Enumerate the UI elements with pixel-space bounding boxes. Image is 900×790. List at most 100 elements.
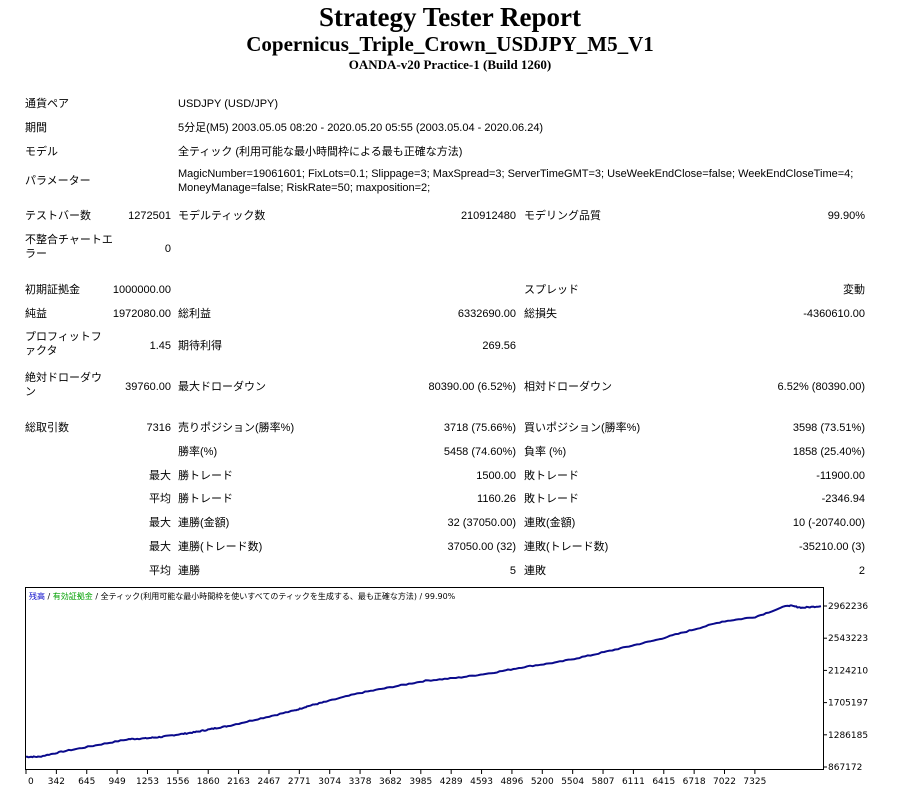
legend-separator-2: / (95, 592, 100, 601)
largest-win-value: 1500.00 (476, 470, 516, 482)
x-tick-label: 4593 (470, 777, 493, 787)
average-consecutive-wins-label: 連勝 (178, 565, 200, 577)
mismatch-label: 不整合チャートエラー (25, 234, 113, 260)
x-tick-label: 6111 (622, 777, 645, 787)
gross-loss-value: -4360610.00 (803, 308, 865, 320)
x-tick-label: 949 (109, 777, 126, 787)
profit-factor-value: 1.45 (149, 340, 171, 352)
max-consecutive-wins-value: 32 (37050.00) (447, 517, 517, 529)
largest-win-label: 勝トレード (178, 470, 233, 482)
report-subtitle: Copernicus_Triple_Crown_USDJPY_M5_V1 (246, 32, 654, 56)
max-consecutive-prefix: 最大 (149, 517, 171, 529)
loss-rate-value: 1858 (25.40%) (792, 446, 865, 458)
spread-label: スプレッド (524, 284, 579, 296)
symbol-value: USDJPY (USD/JPY) (178, 98, 279, 110)
mismatch-value: 0 (164, 243, 171, 255)
balance-chart: 残高 / 有効証拠金 / 全ティック(利用可能な最小時間枠を使いすべてのティック… (25, 587, 868, 787)
balance-line (25, 604, 822, 759)
legend-equity: 有効証拠金 (53, 591, 93, 601)
y-tick-label: 867172 (828, 763, 862, 773)
max-consecutive-profit-label: 連勝(トレード数) (178, 541, 263, 553)
x-tick-label: 4896 (500, 777, 523, 787)
x-tick-label: 5807 (592, 777, 615, 787)
y-tick-label: 2124210 (828, 666, 868, 676)
report-title: Strategy Tester Report (319, 2, 581, 32)
x-tick-label: 5200 (531, 777, 554, 787)
ticks-label: モデルティック数 (178, 210, 266, 222)
average-prefix: 平均 (149, 493, 171, 505)
max-consecutive-loss-label: 連敗(トレード数) (524, 541, 609, 553)
maximal-drawdown-value: 80390.00 (6.52%) (428, 381, 516, 393)
x-tick-label: 3378 (349, 777, 372, 787)
gross-profit-value: 6332690.00 (457, 308, 516, 320)
profit-factor-label: プロフィットファクタ (25, 331, 102, 357)
x-tick-label: 2467 (258, 777, 281, 787)
quality-label: モデリング品質 (524, 210, 601, 222)
loss-rate-label: 負率 (%) (524, 446, 567, 458)
long-positions-value: 3598 (73.51%) (792, 422, 865, 434)
absolute-drawdown-value: 39760.00 (125, 381, 171, 393)
x-tick-label: 0 (28, 777, 34, 787)
quality-value: 99.90% (827, 210, 865, 222)
max-consecutive-loss-value: -35210.00 (3) (798, 541, 865, 553)
max-consecutive-wins-label: 連勝(金額) (178, 517, 230, 529)
params-line-1: MagicNumber=19061601; FixLots=0.1; Slipp… (178, 168, 854, 180)
x-tick-label: 6718 (683, 777, 706, 787)
x-tick-label: 3074 (318, 777, 341, 787)
params-line-2: MoneyManage=false; RiskRate=50; maxposit… (178, 182, 431, 194)
largest-loss-value: -11900.00 (816, 470, 865, 482)
average-win-label: 勝トレード (178, 493, 233, 505)
y-tick-label: 1705197 (828, 699, 868, 709)
relative-drawdown-value: 6.52% (80390.00) (777, 381, 865, 393)
y-tick-label: 1286185 (828, 731, 868, 741)
server-build: OANDA-v20 Practice-1 (Build 1260) (348, 57, 552, 72)
ticks-value: 210912480 (460, 210, 516, 222)
win-rate-value: 5458 (74.60%) (443, 446, 516, 458)
gross-profit-label: 総利益 (178, 308, 211, 320)
chart-plot-frame (25, 587, 824, 770)
legend-separator-1: / (48, 592, 53, 601)
x-tick-label: 7022 (713, 777, 736, 787)
x-tick-label: 6415 (652, 777, 675, 787)
deposit-value: 1000000.00 (112, 284, 171, 296)
average-consecutive-losses-label: 連敗 (524, 565, 546, 577)
average-consecutive-prefix: 平均 (149, 565, 171, 577)
long-positions-label: 買いポジション(勝率%) (524, 422, 641, 434)
x-tick-label: 1556 (166, 777, 189, 787)
average-consecutive-losses-value: 2 (858, 565, 865, 577)
max-consecutive-profit-value: 37050.00 (32) (447, 541, 517, 553)
x-tick-label: 3682 (379, 777, 402, 787)
spread-value: 変動 (843, 284, 865, 296)
net-profit-value: 1972080.00 (112, 308, 171, 320)
x-tick-label: 645 (78, 777, 95, 787)
x-tick-label: 2771 (288, 777, 311, 787)
x-tick-label: 1860 (197, 777, 220, 787)
x-tick-label: 7325 (743, 777, 766, 787)
maximal-drawdown-label: 最大ドローダウン (178, 381, 266, 393)
expected-payoff-label: 期待利得 (178, 340, 222, 352)
params-label: パラメーター (25, 175, 91, 187)
average-consecutive-wins-value: 5 (509, 565, 516, 577)
model-value: 全ティック (利用可能な最小時間枠による最も正確な方法) (178, 146, 463, 158)
average-loss-label: 敗トレード (524, 493, 579, 505)
net-profit-label: 純益 (25, 308, 47, 320)
absolute-drawdown-label: 絶対ドローダウン (25, 372, 102, 398)
chart-legend: 残高 / 有効証拠金 / 全ティック(利用可能な最小時間枠を使いすべてのティック… (29, 591, 456, 601)
x-tick-label: 342 (48, 777, 65, 787)
short-positions-label: 売りポジション(勝率%) (178, 422, 295, 434)
largest-loss-label: 敗トレード (524, 470, 579, 482)
x-tick-label: 5504 (561, 777, 584, 787)
x-tick-label: 2163 (227, 777, 250, 787)
bars-label: テストバー数 (25, 210, 91, 222)
max-consecutive-count-prefix: 最大 (149, 541, 171, 553)
chart-axes: 2962236 2543223 2124210 1705197 1286185 86717… (25, 602, 868, 787)
bars-value: 1272501 (128, 210, 171, 222)
legend-model: 全ティック(利用可能な最小時間枠を使いすべてのティックを生成する、最も正確な方法… (101, 591, 456, 601)
gross-loss-label: 総損失 (524, 308, 557, 320)
symbol-label: 通貨ペア (25, 98, 69, 110)
y-tick-label: 2962236 (828, 602, 868, 612)
average-win-value: 1160.26 (477, 493, 516, 505)
period-value: 5分足(M5) 2003.05.05 08:20 - 2020.05.20 05… (178, 122, 544, 134)
deposit-label: 初期証拠金 (25, 284, 80, 296)
total-trades-label: 総取引数 (25, 422, 69, 434)
